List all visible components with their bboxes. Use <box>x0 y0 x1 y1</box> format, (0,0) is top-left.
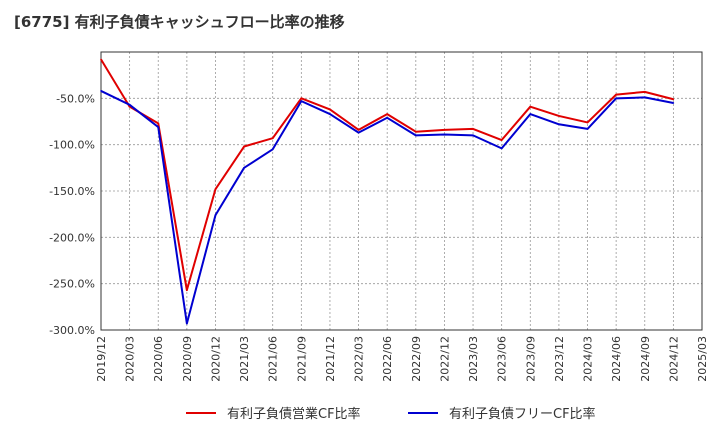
x-tick-label: 2024/09 <box>639 336 652 382</box>
x-tick-label: 2021/09 <box>295 336 308 382</box>
y-tick-label: -250.0% <box>49 278 95 291</box>
x-tick-label: 2020/09 <box>181 336 194 382</box>
data-point <box>271 148 274 151</box>
data-point <box>529 105 532 108</box>
x-tick-label: 2020/03 <box>124 336 137 382</box>
x-tick-label: 2023/06 <box>496 336 509 382</box>
data-point <box>128 104 131 106</box>
x-tick-label: 2024/03 <box>582 336 595 382</box>
data-point <box>558 123 560 126</box>
x-tick-label: 2024/12 <box>667 336 680 382</box>
data-point <box>643 96 646 99</box>
legend-label-1: 有利子負債営業CF比率 <box>227 406 361 422</box>
data-point <box>243 145 245 148</box>
x-tick-label: 2024/06 <box>610 336 623 382</box>
data-point <box>415 134 417 137</box>
data-point <box>157 126 160 128</box>
data-point <box>243 167 245 169</box>
data-point <box>443 129 446 131</box>
data-point <box>271 137 274 139</box>
y-tick-label: -50.0% <box>56 92 95 105</box>
data-point <box>615 93 617 96</box>
data-point <box>586 121 589 124</box>
x-tick-label: 2023/12 <box>553 336 566 382</box>
data-point <box>643 91 646 93</box>
x-tick-label: 2025/03 <box>696 336 709 382</box>
x-tick-label: 2019/12 <box>95 336 108 382</box>
plot-frame <box>100 51 703 331</box>
x-tick-label: 2020/12 <box>209 336 222 382</box>
x-tick-label: 2022/09 <box>410 336 423 382</box>
x-tick-label: 2021/03 <box>238 336 251 382</box>
x-tick-label: 2022/12 <box>438 336 451 382</box>
legend-label-2: 有利子負債フリーCF比率 <box>449 406 596 422</box>
data-point <box>415 130 417 133</box>
data-point <box>443 133 446 136</box>
data-point <box>586 128 589 130</box>
data-point <box>386 113 388 115</box>
data-point <box>357 131 360 134</box>
data-point <box>300 97 303 100</box>
x-tick-label: 2021/06 <box>267 336 280 382</box>
data-point <box>672 98 675 101</box>
data-point <box>100 90 102 92</box>
data-point <box>100 58 102 61</box>
data-point <box>186 322 188 325</box>
y-tick-label: -200.0% <box>49 231 95 244</box>
x-tick-label: 2022/06 <box>381 336 394 382</box>
data-point <box>300 100 303 102</box>
x-tick-label: 2023/09 <box>524 336 537 382</box>
y-tick-label: -150.0% <box>49 185 95 198</box>
data-point <box>500 147 503 150</box>
data-point <box>186 289 188 291</box>
data-point <box>157 122 160 125</box>
x-tick-label: 2023/03 <box>467 336 480 382</box>
x-tick-label: 2020/06 <box>152 336 165 382</box>
data-point <box>329 113 331 115</box>
data-point <box>214 188 217 190</box>
x-tick-label: 2022/03 <box>353 336 366 382</box>
data-point <box>558 115 560 117</box>
data-point <box>672 102 675 104</box>
data-point <box>357 129 360 131</box>
data-point <box>615 97 617 100</box>
data-point <box>529 113 532 115</box>
data-point <box>472 134 474 137</box>
y-tick-label: -100.0% <box>49 139 95 152</box>
data-point <box>386 116 388 119</box>
data-point <box>214 214 217 216</box>
x-tick-label: 2021/12 <box>324 336 337 382</box>
chart-title: [6775] 有利子負債キャッシュフロー比率の推移 <box>14 13 345 31</box>
data-point <box>329 108 331 111</box>
data-point <box>500 139 503 141</box>
y-tick-label: -300.0% <box>49 324 95 337</box>
data-point <box>472 128 474 130</box>
